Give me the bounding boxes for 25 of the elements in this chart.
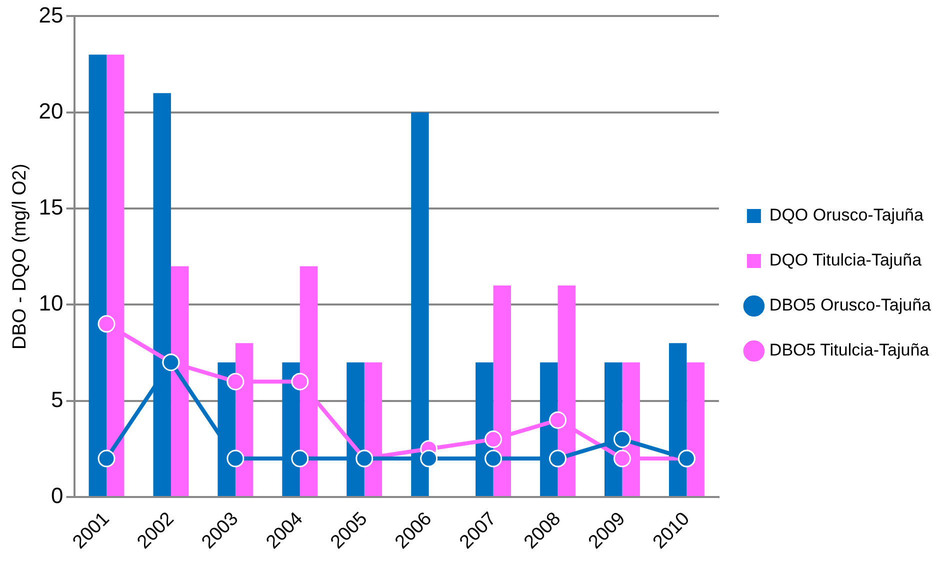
point — [420, 450, 438, 468]
y-tick-label: 5 — [51, 386, 64, 412]
point — [613, 450, 631, 468]
y-tick-label: 25 — [38, 2, 64, 28]
legend-label: DBO5 Orusco-Tajuña — [769, 296, 932, 315]
bar — [686, 362, 704, 496]
y-axis-title: DBO - DQO (mg/l O2) — [10, 164, 31, 350]
point — [613, 430, 631, 448]
legend-label: DQO Titulcia-Tajuña — [769, 250, 922, 270]
legend-label: DBO5 Titulcia-Tajuña — [769, 340, 930, 360]
point — [98, 450, 116, 468]
point — [291, 450, 309, 468]
point — [549, 411, 567, 429]
point — [226, 450, 244, 468]
point — [549, 450, 567, 468]
y-tick-label: 10 — [38, 290, 64, 316]
legend-label: DQO Orusco-Tajuña — [769, 206, 924, 225]
point — [98, 315, 116, 333]
point — [484, 450, 502, 468]
y-tick-label: 20 — [38, 98, 64, 124]
point — [484, 430, 502, 448]
y-tick-label: 15 — [38, 194, 64, 220]
point — [226, 372, 244, 390]
y-tick-label: 0 — [51, 483, 64, 508]
point — [291, 372, 309, 390]
